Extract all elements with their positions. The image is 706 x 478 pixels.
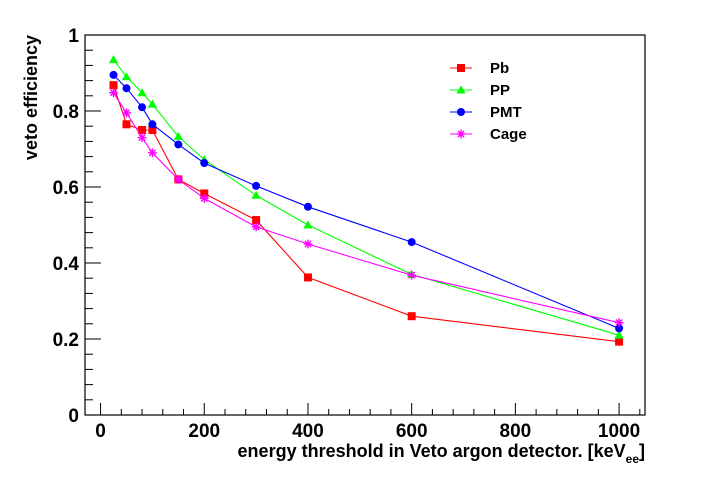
data-point-circle bbox=[303, 202, 312, 211]
data-point-square bbox=[200, 189, 209, 198]
y-tick-label: 0 bbox=[68, 406, 79, 427]
data-point-circle bbox=[122, 84, 131, 93]
series-layer bbox=[108, 55, 624, 346]
x-tick-label: 600 bbox=[396, 421, 428, 442]
plot-frame bbox=[84, 34, 646, 416]
x-tick-label: 200 bbox=[188, 421, 220, 442]
star-stroke bbox=[148, 149, 157, 157]
data-point-triangle bbox=[173, 131, 183, 140]
legend-label-cage: Cage bbox=[490, 126, 527, 143]
data-point-star bbox=[407, 270, 417, 280]
data-point-square bbox=[148, 126, 157, 134]
x-axis-title-main: energy threshold in Veto argon detector.… bbox=[238, 441, 626, 461]
data-point-triangle bbox=[121, 72, 132, 81]
data-point-circle bbox=[457, 108, 465, 116]
y-tick-label: 0.6 bbox=[53, 178, 79, 199]
data-point-square bbox=[457, 64, 465, 72]
x-tick-label: 1000 bbox=[598, 421, 640, 442]
y-tick-label: 1 bbox=[68, 26, 79, 47]
y-tick-label: 0.2 bbox=[53, 330, 79, 351]
data-point-triangle bbox=[303, 220, 313, 229]
x-axis-ticks: 0 200 400 600 800 1000 bbox=[95, 403, 641, 442]
data-point-triangle bbox=[456, 85, 466, 94]
data-point-square bbox=[138, 126, 147, 134]
x-axis-title: energy threshold in Veto argon detector.… bbox=[238, 441, 645, 466]
data-point-circle bbox=[252, 181, 261, 190]
legend-label-pp: PP bbox=[490, 82, 510, 99]
series-line-pb bbox=[112, 85, 620, 343]
data-point-square bbox=[122, 120, 131, 129]
data-point-circle bbox=[615, 324, 624, 333]
data-point-star bbox=[251, 222, 261, 232]
data-point-star bbox=[122, 108, 131, 118]
data-point-star bbox=[148, 148, 157, 158]
star-stroke bbox=[122, 109, 131, 117]
x-tick-label: 800 bbox=[500, 421, 532, 442]
data-point-star bbox=[199, 194, 209, 203]
y-axis-title: veto efficiency bbox=[21, 35, 41, 160]
data-point-square bbox=[615, 337, 624, 346]
x-axis-title-subscript: ee bbox=[626, 452, 640, 466]
data-point-square bbox=[303, 273, 312, 282]
data-point-star bbox=[137, 133, 147, 142]
star-stroke bbox=[174, 175, 182, 184]
star-stroke bbox=[457, 130, 465, 138]
series-line-pmt bbox=[113, 74, 620, 329]
star-stroke bbox=[138, 133, 146, 142]
data-point-triangle bbox=[137, 88, 147, 97]
data-point-star bbox=[303, 239, 313, 249]
series-cage bbox=[109, 88, 624, 328]
data-point-square bbox=[407, 312, 416, 321]
data-point-circle bbox=[138, 103, 147, 112]
legend: Pb PP PMT Cage bbox=[450, 60, 527, 143]
data-point-triangle bbox=[147, 99, 158, 108]
x-tick-label: 400 bbox=[292, 421, 324, 442]
series-pmt bbox=[109, 70, 624, 333]
y-tick-label: 0.8 bbox=[53, 102, 79, 123]
data-point-triangle bbox=[251, 190, 261, 199]
data-point-triangle bbox=[614, 330, 624, 339]
data-point-triangle bbox=[108, 55, 119, 64]
data-point-circle bbox=[174, 140, 183, 149]
data-point-circle bbox=[109, 70, 118, 79]
y-axis-ticks: 0 0.2 0.4 0.6 0.8 1 bbox=[53, 26, 101, 427]
data-point-circle bbox=[407, 238, 416, 247]
star-stroke bbox=[304, 240, 312, 248]
series-pp bbox=[108, 55, 624, 339]
data-point-circle bbox=[148, 120, 157, 129]
data-point-star bbox=[614, 318, 624, 328]
series-line-cage bbox=[113, 92, 620, 324]
star-stroke bbox=[200, 194, 208, 203]
y-tick-label: 0.4 bbox=[53, 254, 80, 275]
data-point-square bbox=[252, 216, 261, 225]
star-stroke bbox=[109, 89, 118, 97]
star-stroke bbox=[408, 271, 416, 279]
data-point-star bbox=[109, 88, 118, 98]
legend-label-pmt: PMT bbox=[490, 104, 522, 121]
data-point-square bbox=[109, 81, 118, 90]
x-axis-title-close: ] bbox=[639, 441, 645, 461]
star-stroke bbox=[252, 223, 260, 231]
data-point-star bbox=[173, 175, 183, 184]
star-stroke bbox=[615, 319, 623, 327]
x-tick-label: 0 bbox=[95, 421, 106, 442]
legend-label-pb: Pb bbox=[490, 60, 509, 77]
series-line-pp bbox=[113, 59, 620, 336]
data-point-circle bbox=[200, 159, 209, 168]
data-point-star bbox=[456, 129, 466, 139]
